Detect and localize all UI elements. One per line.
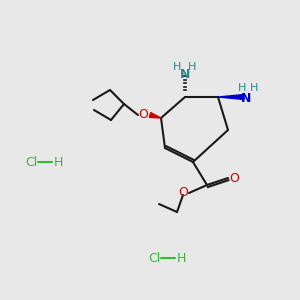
Text: H: H [188,62,196,72]
Text: O: O [178,187,188,200]
Text: N: N [180,68,190,82]
Text: O: O [138,109,148,122]
Text: H: H [53,155,63,169]
Text: Cl: Cl [148,251,160,265]
Text: H: H [176,251,186,265]
Text: N: N [241,92,251,104]
Text: H: H [238,83,246,93]
Text: H: H [173,62,181,72]
Text: O: O [229,172,239,184]
Polygon shape [218,94,244,100]
Text: H: H [250,83,258,93]
Polygon shape [149,112,161,118]
Text: Cl: Cl [25,155,37,169]
